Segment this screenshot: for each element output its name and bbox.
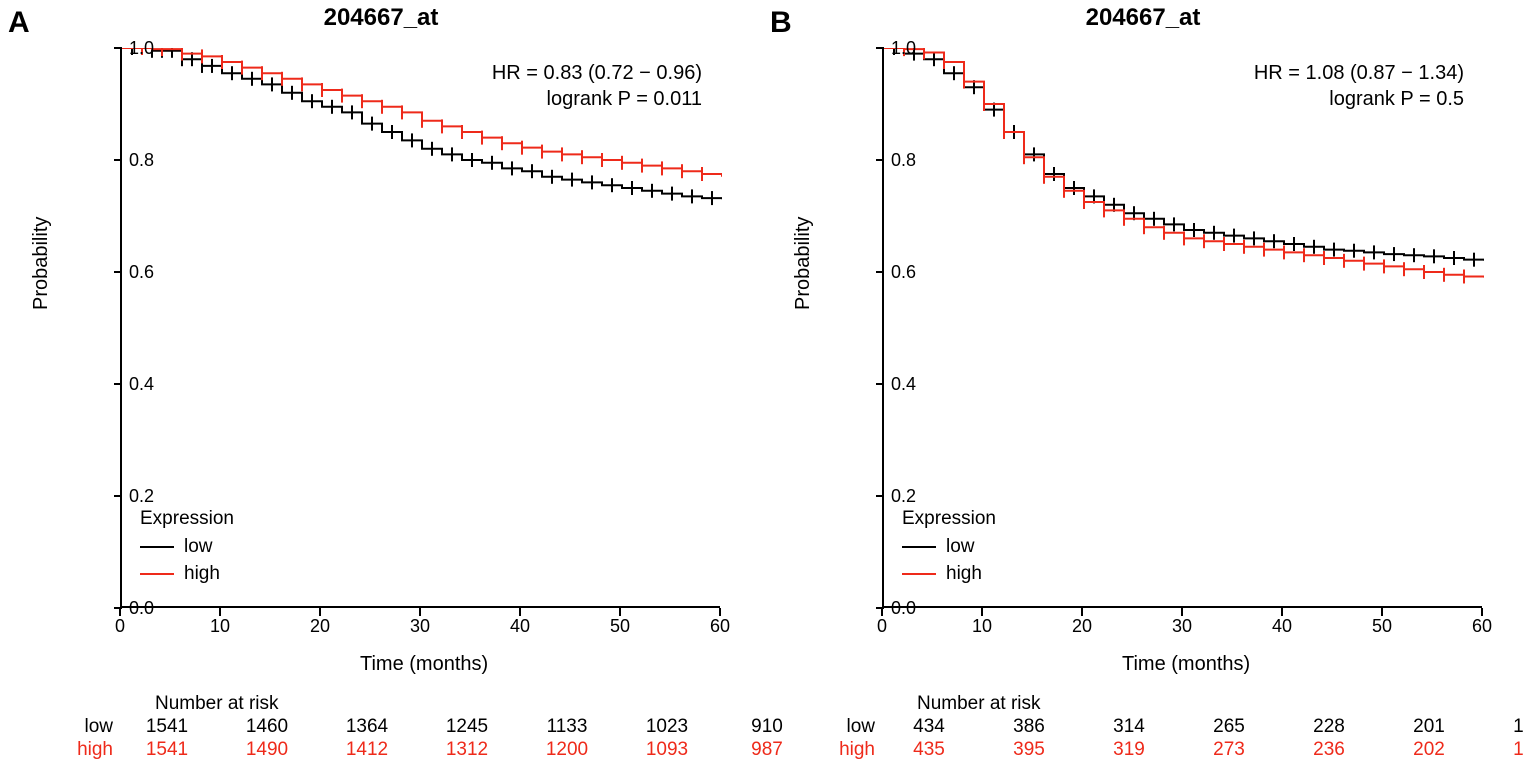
risk-title: Number at risk xyxy=(917,693,1041,715)
x-tick-label: 0 xyxy=(100,616,140,637)
y-axis-label: Probability xyxy=(792,217,815,310)
y-tick-label: 0.2 xyxy=(104,486,154,507)
legend-swatch-high xyxy=(902,573,936,575)
legend-title: Expression xyxy=(140,505,234,533)
y-tick-label: 0.4 xyxy=(104,374,154,395)
y-tick-label: 0.8 xyxy=(104,150,154,171)
y-tick-label: 0.6 xyxy=(104,262,154,283)
chart-title: 204667_at xyxy=(1086,4,1201,32)
legend-label-low: low xyxy=(946,533,975,561)
x-tick-label: 0 xyxy=(862,616,902,637)
x-tick-label: 60 xyxy=(700,616,740,637)
x-tick-label: 60 xyxy=(1462,616,1502,637)
panel-a: A 204667_at Probability Time (months) HR… xyxy=(0,0,762,775)
legend-label-low: low xyxy=(184,533,213,561)
risk-label-high: high xyxy=(62,739,117,761)
x-axis-label: Time (months) xyxy=(1122,653,1250,676)
y-tick-label: 1.0 xyxy=(104,38,154,59)
legend-swatch-high xyxy=(140,573,174,575)
x-tick-label: 50 xyxy=(1362,616,1402,637)
y-tick-label: 0.4 xyxy=(866,374,916,395)
x-tick-label: 20 xyxy=(300,616,340,637)
risk-title: Number at risk xyxy=(155,693,279,715)
risk-row-high: high 1541 1490 1412 1312 1200 1093 987 xyxy=(62,739,817,761)
legend-swatch-low xyxy=(140,546,174,548)
y-tick-label: 0.6 xyxy=(866,262,916,283)
x-tick-label: 40 xyxy=(500,616,540,637)
y-tick-label: 0.2 xyxy=(866,486,916,507)
km-plot: Expression low high xyxy=(120,48,720,608)
x-axis-label: Time (months) xyxy=(360,653,488,676)
risk-label-high: high xyxy=(824,739,879,761)
y-tick-label: 1.0 xyxy=(866,38,916,59)
x-tick-label: 50 xyxy=(600,616,640,637)
km-plot: Expression low high xyxy=(882,48,1482,608)
x-tick-label: 20 xyxy=(1062,616,1102,637)
y-axis-label: Probability xyxy=(30,217,53,310)
legend-label-high: high xyxy=(184,560,220,588)
x-tick-label: 30 xyxy=(1162,616,1202,637)
x-tick-label: 30 xyxy=(400,616,440,637)
chart-title: 204667_at xyxy=(324,4,439,32)
risk-label-low: low xyxy=(824,716,879,738)
legend-label-high: high xyxy=(946,560,982,588)
x-tick-label: 40 xyxy=(1262,616,1302,637)
x-tick-label: 10 xyxy=(962,616,1002,637)
risk-row-high: high 435 395 319 273 236 202 174 xyxy=(824,739,1524,761)
panel-letter: B xyxy=(770,6,792,40)
risk-label-low: low xyxy=(62,716,117,738)
risk-row-low: low 1541 1460 1364 1245 1133 1023 910 xyxy=(62,716,817,738)
legend: Expression low high xyxy=(902,505,996,588)
panel-letter: A xyxy=(8,6,30,40)
legend-swatch-low xyxy=(902,546,936,548)
panel-b: B 204667_at Probability Time (months) HR… xyxy=(762,0,1524,775)
x-tick-label: 10 xyxy=(200,616,240,637)
risk-row-low: low 434 386 314 265 228 201 164 xyxy=(824,716,1524,738)
y-tick-label: 0.8 xyxy=(866,150,916,171)
legend-title: Expression xyxy=(902,505,996,533)
legend: Expression low high xyxy=(140,505,234,588)
